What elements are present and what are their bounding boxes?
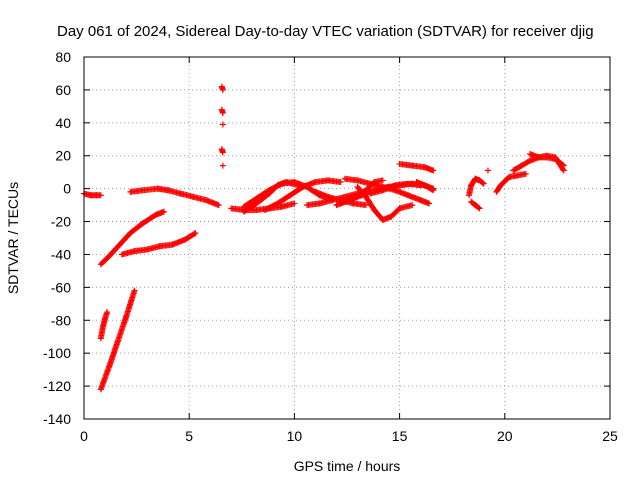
- data-point: [219, 86, 226, 93]
- x-tick-label: 15: [392, 428, 408, 444]
- data-point: [104, 309, 111, 316]
- data-point: [362, 202, 369, 209]
- data-point: [426, 200, 433, 207]
- data-point: [219, 162, 226, 169]
- y-tick-label: 0: [63, 181, 71, 197]
- data-point: [291, 200, 298, 207]
- data-point: [131, 287, 138, 294]
- axis-ticks: 0 5 10 15 20 25 -140 -120 -100 -80 -60 -40 -20 0 20 40 6…: [43, 49, 618, 444]
- y-tick-label: -100: [43, 345, 71, 361]
- data-point: [219, 149, 226, 156]
- data-point: [409, 202, 416, 209]
- data-point: [192, 230, 199, 237]
- x-tick-label: 0: [80, 428, 88, 444]
- data-point: [480, 180, 487, 187]
- data-point: [191, 230, 198, 237]
- y-tick-label: -80: [51, 312, 71, 328]
- data-point: [219, 109, 226, 116]
- data-point: [430, 167, 437, 174]
- data-point: [559, 166, 566, 173]
- y-tick-label: 60: [55, 82, 71, 98]
- data-point: [560, 167, 567, 174]
- x-tick-label: 5: [185, 428, 193, 444]
- data-point: [219, 121, 226, 128]
- data-point: [484, 167, 491, 174]
- chart-title: Day 061 of 2024, Sidereal Day-to-day VTE…: [57, 23, 594, 40]
- x-tick-label: 10: [287, 428, 303, 444]
- data-points: [81, 83, 567, 393]
- data-point: [475, 204, 482, 211]
- data-point: [160, 208, 167, 215]
- data-point: [215, 202, 222, 209]
- y-tick-label: 80: [55, 49, 71, 65]
- data-point: [429, 186, 436, 193]
- y-tick-label: 20: [55, 148, 71, 164]
- data-point: [476, 205, 483, 212]
- y-tick-label: -40: [51, 246, 71, 262]
- y-tick-label: -140: [43, 411, 71, 427]
- plot-frame: [83, 56, 611, 420]
- y-tick-label: -60: [51, 279, 71, 295]
- grid: [84, 57, 610, 419]
- x-tick-label: 20: [497, 428, 513, 444]
- data-point: [97, 192, 104, 199]
- y-tick-label: -20: [51, 214, 71, 230]
- data-point: [522, 170, 529, 177]
- y-tick-label: 40: [55, 115, 71, 131]
- y-axis-label: SDTVAR / TECUs: [5, 182, 21, 294]
- data-point: [379, 177, 386, 184]
- data-point: [430, 187, 437, 194]
- x-tick-label: 25: [602, 428, 618, 444]
- data-point: [479, 179, 486, 186]
- y-tick-label: -120: [43, 378, 71, 394]
- data-point: [337, 179, 344, 186]
- x-axis-label: GPS time / hours: [294, 458, 401, 474]
